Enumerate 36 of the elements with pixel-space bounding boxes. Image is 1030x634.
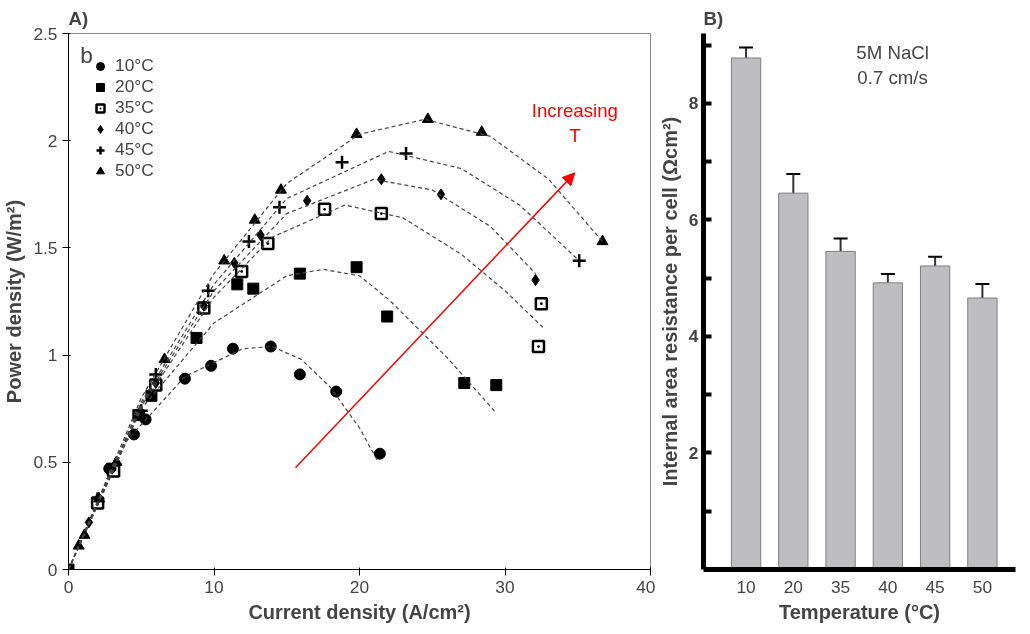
y-axis-title: Power density (W/m²) (3, 199, 26, 404)
y-tick-label: 8 (688, 93, 699, 114)
legend-label: 20°C (115, 76, 154, 97)
x-tick-label: 35 (830, 576, 851, 597)
x-tick-label: 40 (878, 576, 898, 597)
legend-label: 40°C (115, 118, 154, 139)
x-tick-label: 40 (636, 576, 656, 597)
legend-label: 10°C (115, 55, 154, 76)
legend-label: 50°C (115, 160, 154, 181)
x-tick-label: 50 (972, 576, 993, 597)
x-tick-label: 30 (495, 576, 515, 597)
x-tick-label: 0 (63, 576, 74, 597)
y-tick-label: 0 (47, 559, 58, 580)
x-axis-title: Temperature (°C) (779, 600, 941, 623)
y-tick-label: 1.5 (33, 237, 58, 258)
text: B) (703, 7, 724, 29)
y-tick-label: 2 (688, 442, 699, 463)
annotation: 5M NaCl 0.7 cm/s (856, 42, 929, 89)
y-axis-title: Internal area resistance per cell (Ωcm²) (658, 116, 681, 487)
annotation: Increasing T (531, 99, 618, 147)
x-axis-title: Current density (A/cm²) (248, 600, 471, 623)
legend-label: 45°C (115, 139, 154, 160)
y-tick-label: 2 (47, 130, 58, 151)
y-tick-label: 6 (688, 209, 699, 230)
x-tick-label: 20 (783, 576, 803, 597)
legend-label: 35°C (115, 97, 154, 118)
x-tick-label: 10 (736, 576, 756, 597)
y-tick-label: 4 (688, 326, 699, 347)
text: A) (68, 7, 89, 29)
x-tick-label: 20 (349, 576, 370, 597)
annotation: b (80, 41, 93, 68)
x-tick-label: 10 (204, 576, 224, 597)
y-tick-label: 1 (47, 345, 58, 366)
y-tick-label: 0.5 (33, 452, 58, 473)
x-tick-label: 45 (925, 576, 945, 597)
y-tick-label: 2.5 (33, 23, 58, 44)
